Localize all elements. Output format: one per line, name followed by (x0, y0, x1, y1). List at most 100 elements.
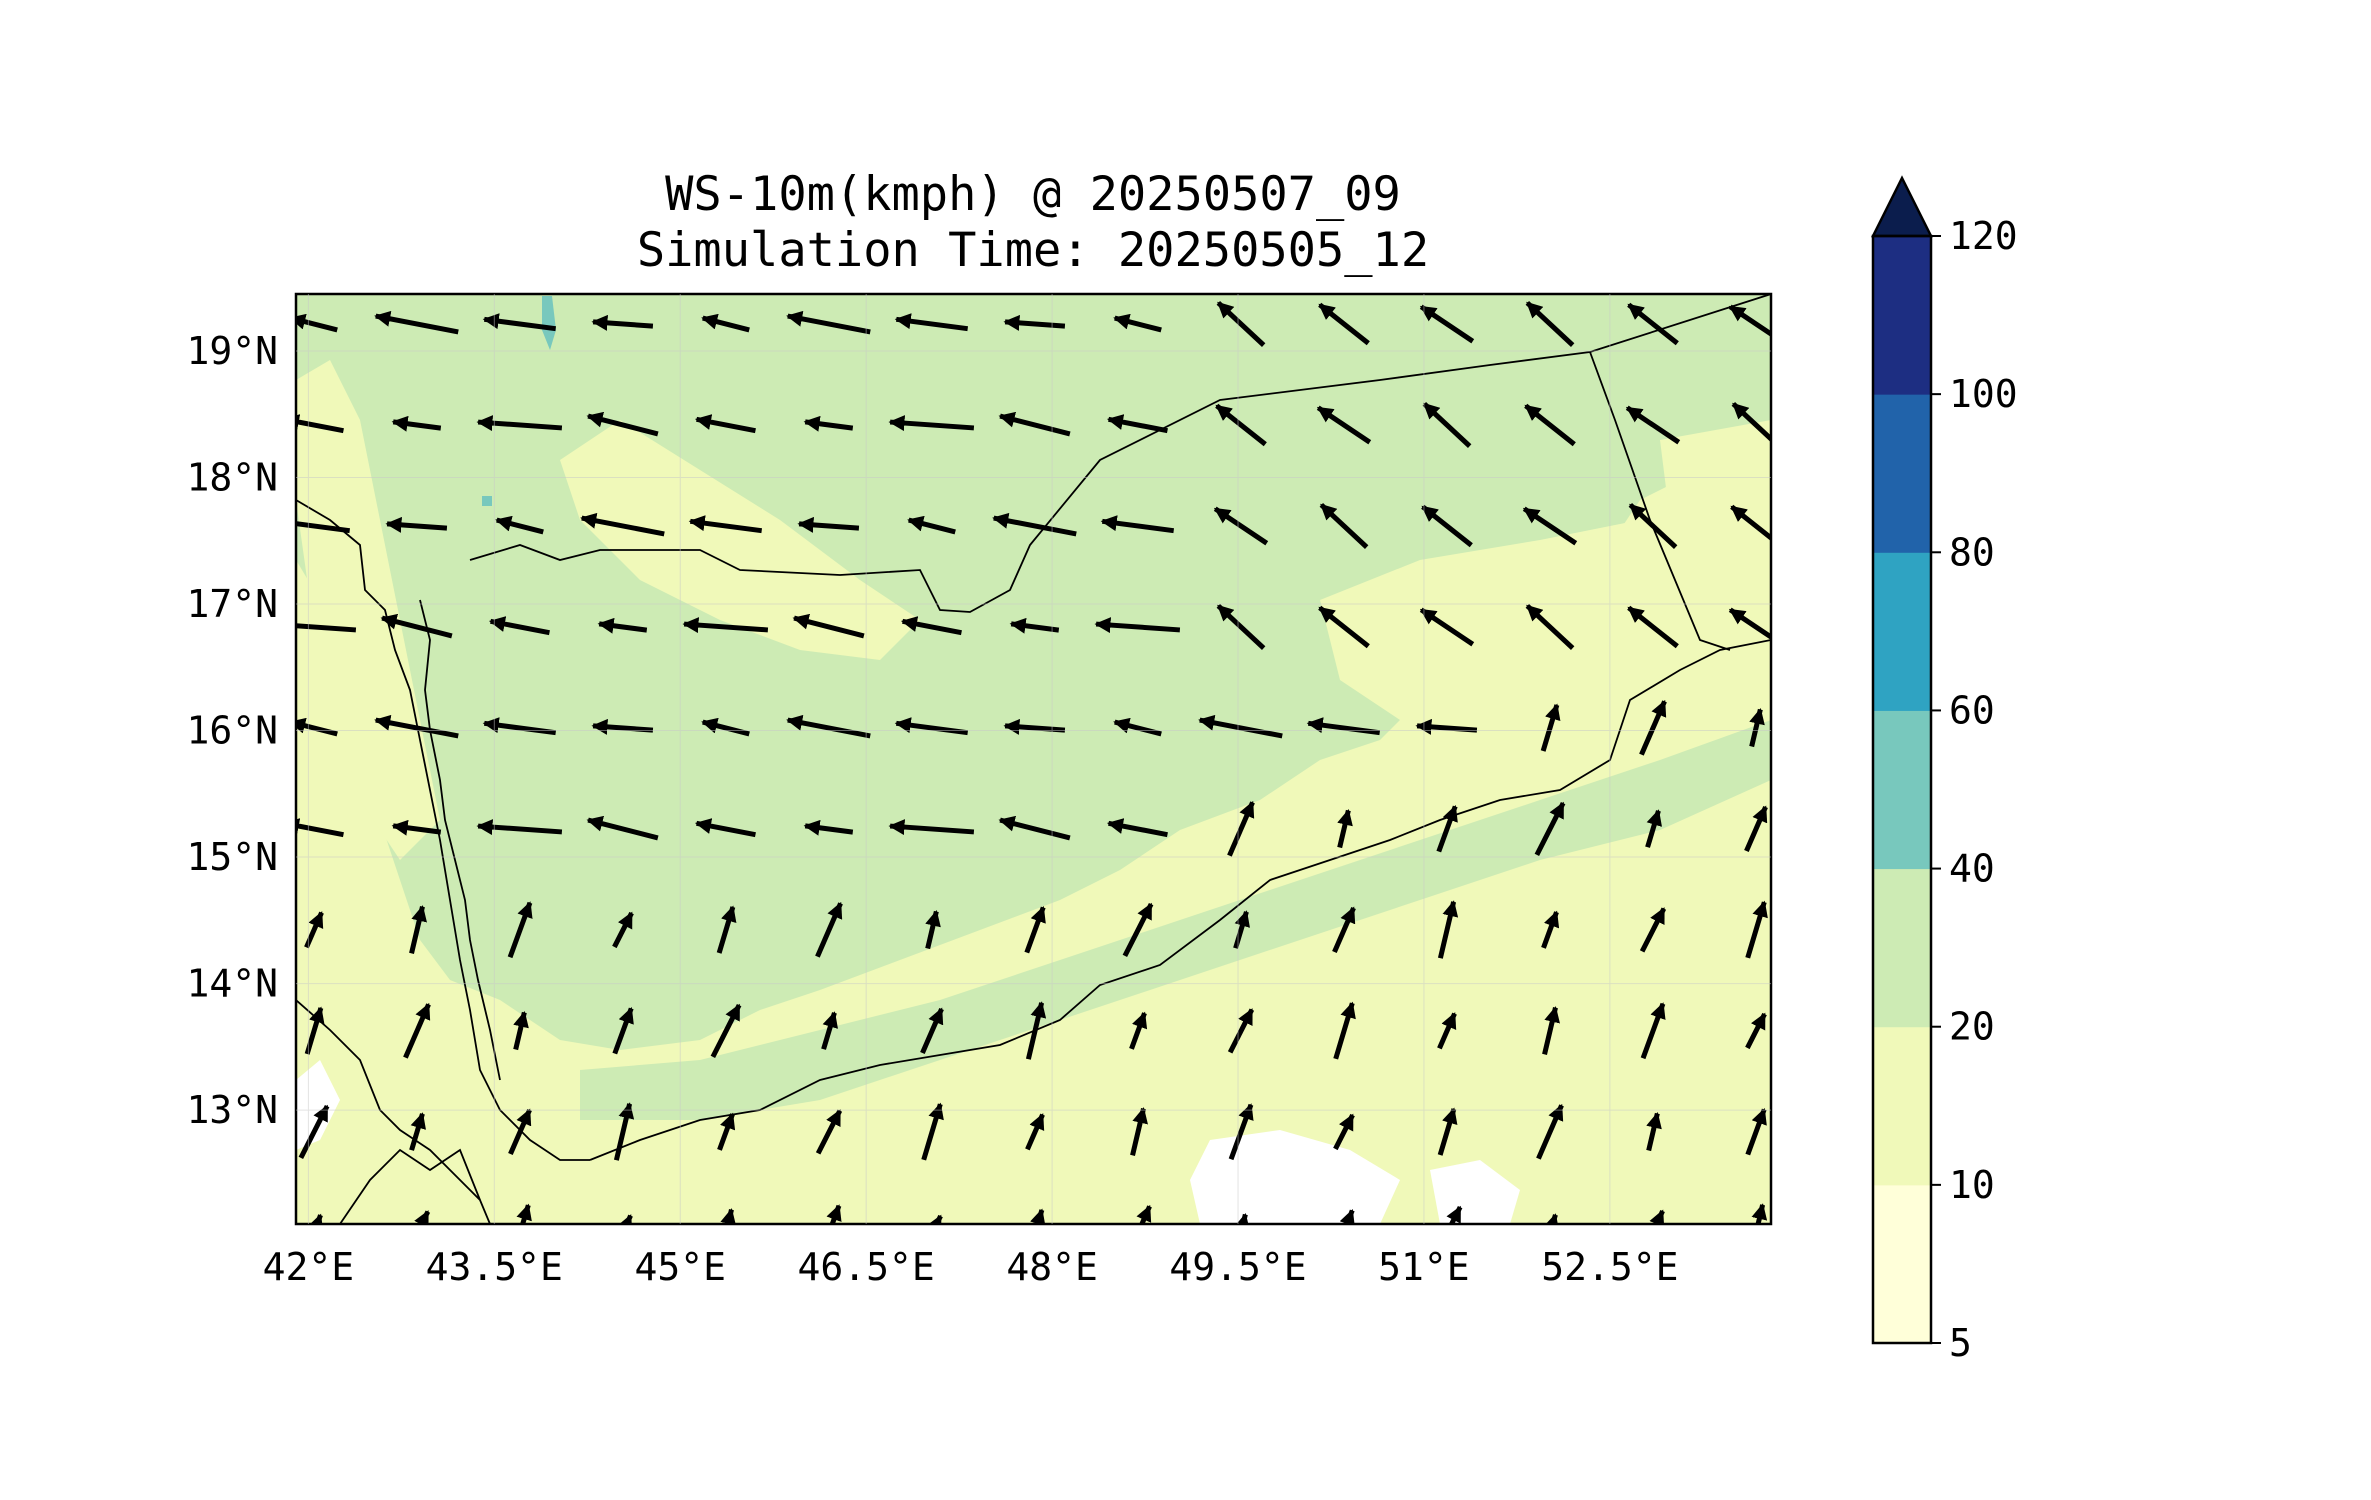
wind-vector-arrow (1030, 1208, 1046, 1224)
wind-vector-arrow (1745, 1012, 1767, 1050)
wind-vector-arrow (391, 415, 442, 432)
wind-vector-arrow (1024, 905, 1046, 954)
wind-vector-arrow (921, 1102, 944, 1161)
wind-vector-arrow (701, 717, 750, 737)
wind-vector-arrow (1316, 405, 1372, 445)
wind-vector-arrow (1227, 1008, 1255, 1054)
wind-vector-arrow (591, 314, 654, 331)
colorbar-segment (1873, 1026, 1931, 1186)
colorbar-tick-label: 40 (1949, 847, 1995, 891)
wind-vector-arrow (1332, 906, 1356, 954)
wind-vector-arrow (1749, 707, 1765, 748)
wind-vector-arrow (1751, 1203, 1768, 1224)
wind-vector-arrow (1640, 1002, 1666, 1060)
wind-vector-arrow (1744, 805, 1768, 853)
wind-vector-arrow (1009, 617, 1060, 634)
wind-vector-arrow (797, 516, 860, 533)
colorbar: 5 10 20 40 60 80 100 120 (1870, 175, 2018, 1365)
wind-field-light-patch-1 (560, 420, 920, 660)
wind-vector-arrow (1639, 699, 1667, 756)
wind-vector-arrow (1628, 503, 1678, 549)
colorbar-segment (1873, 552, 1931, 711)
y-tick-label: 15°N (186, 835, 278, 879)
colorbar-tick-label: 100 (1949, 372, 2018, 416)
wind-vector-arrow (1543, 1213, 1559, 1224)
x-tick-label: 51°E (1378, 1245, 1470, 1289)
x-tick-label: 48°E (1006, 1245, 1098, 1289)
colorbar-extend-arrow (1870, 175, 1934, 238)
wind-vector-arrow (888, 415, 975, 432)
colorbar-segment (1873, 1184, 1931, 1344)
wind-vector-arrow (409, 1112, 426, 1151)
y-tick-label: 13°N (186, 1088, 278, 1132)
wind-vector-arrow (1536, 1103, 1564, 1160)
wind-vector-arrow (1649, 1209, 1665, 1224)
border-horn (339, 1148, 481, 1224)
wind-vector-arrow (907, 515, 956, 535)
wind-vector-arrow (992, 512, 1077, 537)
colorbar-segment (1873, 394, 1931, 553)
wind-vector-arrow (1419, 607, 1475, 647)
wind-vector-arrow (682, 617, 769, 634)
wind-vector-arrow (926, 1214, 943, 1224)
wind-vector-arrow (786, 310, 871, 335)
wind-vector-arrow (1446, 1205, 1463, 1224)
wind-vector-arrow (1215, 403, 1267, 447)
colorbar-tick-label: 10 (1949, 1163, 1995, 1207)
wind-vector-arrow (1318, 605, 1370, 649)
wind-vector-arrow (1003, 314, 1066, 331)
wind-vector-arrow (613, 1102, 635, 1161)
wind-vector-arrow (516, 1203, 532, 1224)
wind-vector-arrow (1627, 605, 1679, 649)
wind-vector-arrow (1419, 304, 1475, 344)
wind-vector-arrow (1534, 801, 1566, 856)
wind-vector-arrow (1625, 405, 1681, 445)
wind-vector-arrow (580, 512, 665, 537)
wind-vector-arrow (1437, 1107, 1458, 1156)
wind-vector-arrow (1233, 910, 1250, 949)
wind-vector-arrow (920, 1007, 944, 1055)
wind-vector-arrow (1522, 506, 1578, 546)
wind-field-strong-1 (542, 296, 556, 350)
wind-vector-arrow (403, 1002, 431, 1059)
wind-vector-arrow (1094, 617, 1181, 634)
wind-vector-arrow (803, 415, 854, 432)
wind-field-calm-1 (1190, 1130, 1400, 1224)
wind-vector-arrow (1003, 718, 1066, 735)
wind-vector-arrow (1319, 503, 1369, 549)
coastline-africa (296, 999, 491, 1224)
wind-vector-arrow (1106, 818, 1168, 838)
wind-vector-arrow (1730, 504, 1771, 542)
wind-vector-arrow (617, 1214, 633, 1224)
wind-vector-arrow (1113, 717, 1162, 737)
y-tick-label: 18°N (186, 455, 278, 499)
wind-vector-arrow (296, 521, 351, 534)
wind-vector-arrow (1025, 1113, 1045, 1151)
wind-vector-arrow (296, 717, 338, 737)
wind-field-light-patch-4 (296, 360, 440, 860)
wind-vector-arrow (688, 515, 763, 534)
wind-vector-arrow (304, 1006, 325, 1055)
wind-vector-arrow (508, 1108, 532, 1156)
wind-vector-arrow (888, 819, 975, 836)
wind-vector-arrow (1745, 900, 1768, 959)
wind-vector-arrow (1129, 1011, 1148, 1050)
x-tick-label: 42°E (263, 1245, 355, 1289)
wind-vector-arrow (925, 909, 941, 950)
colorbar-segment (1873, 236, 1931, 395)
wind-vector-arrow (1745, 1107, 1767, 1156)
wind-vector-arrow (1333, 1113, 1355, 1151)
colorbar-tick-label: 120 (1949, 214, 2018, 258)
coastline-red-sea-west (296, 499, 590, 1161)
wind-vector-arrow (1337, 808, 1353, 849)
chart-title-line2: Simulation Time: 20250505_12 (637, 223, 1429, 278)
wind-vector-arrow (1122, 902, 1154, 957)
wind-vector-arrow (612, 911, 634, 949)
wind-vector-arrow (1318, 302, 1370, 346)
wind-vector-arrow (1542, 1006, 1560, 1055)
wind-vector-arrow (380, 613, 453, 639)
wind-vector-arrow (1728, 304, 1771, 338)
wind-vector-arrow (821, 1011, 838, 1050)
wind-vector-arrow (374, 714, 459, 739)
